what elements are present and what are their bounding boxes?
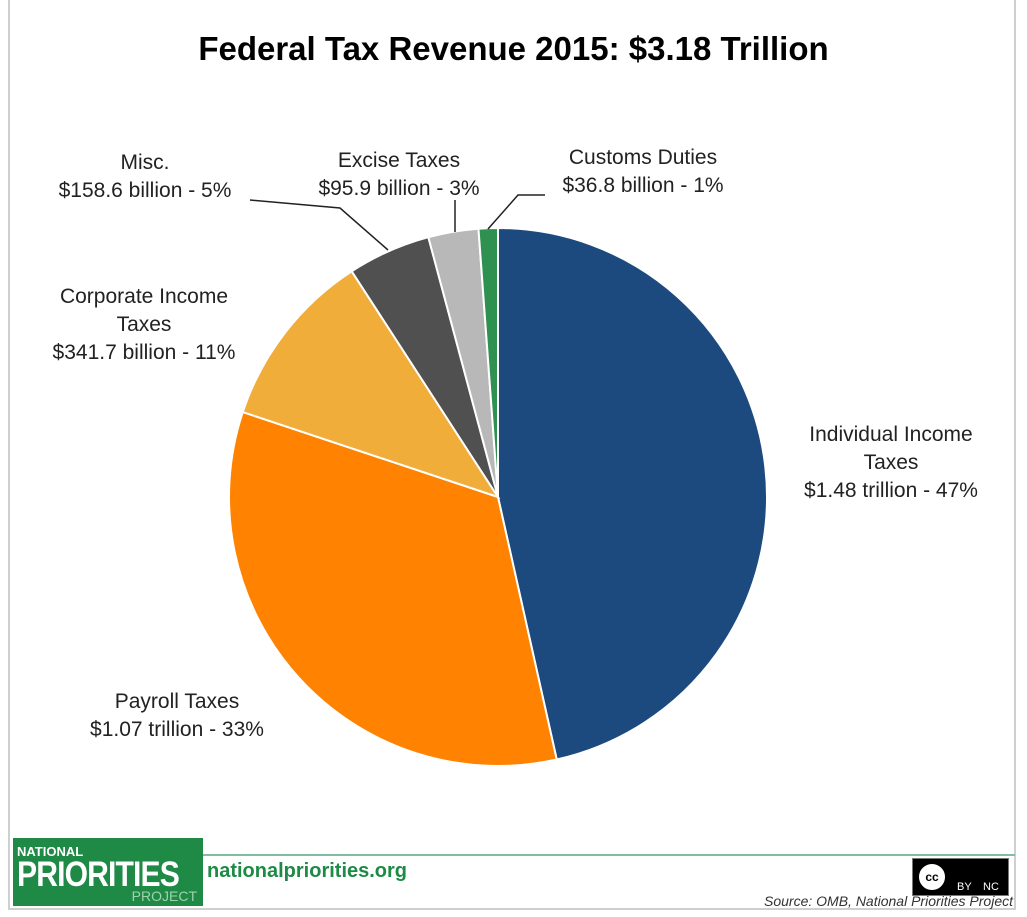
pie-slice-corporate-income-taxes	[241, 269, 501, 499]
slice-label: Customs Duties $36.8 billion - 1%	[562, 144, 723, 200]
slice-label-line: $1.07 trillion - 33%	[90, 718, 264, 741]
chart-title: Federal Tax Revenue 2015: $3.18 Trillion	[198, 30, 829, 67]
slice-label-line: Taxes	[863, 451, 919, 474]
slice-label-line: Misc.	[120, 151, 170, 174]
logo-text-project: PROJECT	[131, 888, 197, 904]
cc-icon: cc	[919, 864, 945, 890]
slice-label-line: Excise Taxes	[337, 149, 461, 172]
by-label: BY	[957, 881, 972, 893]
slice-label: Corporate Income Taxes $341.7 billion - 11…	[53, 283, 236, 367]
slice-label-line: $95.9 billion - 3%	[318, 177, 480, 200]
source-note: Source: OMB, National Priorities Project	[764, 893, 1013, 909]
pie-slice-individual-income-taxes	[497, 226, 768, 761]
leader-line	[487, 194, 545, 230]
slice-label-line: $158.6 billion - 5%	[58, 179, 232, 202]
footer-divider	[200, 854, 1015, 856]
logo-text-national: NATIONAL	[17, 844, 84, 859]
pie-slice-payroll-taxes	[228, 410, 558, 767]
slice-label-line: Individual Income	[809, 423, 973, 446]
nc-label: NC	[983, 881, 999, 893]
leader-line	[249, 199, 389, 251]
cc-license-badge: cc BY NC	[912, 858, 1009, 896]
chart-frame	[8, 0, 1016, 910]
npp-logo: NATIONAL PRIORITIES PROJECT	[13, 838, 203, 906]
slice-label: Individual Income Taxes $1.48 trillion - 4…	[804, 421, 978, 505]
website-link[interactable]: nationalpriorities.org	[207, 860, 408, 882]
slice-label-line: Payroll Taxes	[114, 690, 240, 713]
slice-label-line: Taxes	[116, 313, 172, 336]
slice-label: Misc. $158.6 billion - 5%	[59, 149, 232, 205]
slice-label-line: $341.7 billion - 11%	[52, 341, 236, 364]
slice-label-line: $1.48 trillion - 47%	[804, 479, 978, 502]
logo-text-priorities: PRIORITIES	[17, 855, 180, 894]
slice-label: Excise Taxes $95.9 billion - 3%	[318, 147, 479, 203]
slice-label-line: Corporate Income	[59, 285, 229, 308]
slice-label-line: $36.8 billion - 1%	[562, 174, 724, 197]
slice-label: Payroll Taxes $1.07 trillion - 33%	[90, 688, 264, 744]
slice-label-line: Customs Duties	[568, 146, 718, 169]
